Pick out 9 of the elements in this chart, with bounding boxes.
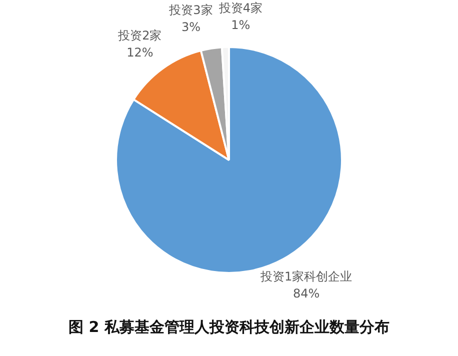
data-label: 3%: [181, 20, 201, 34]
slice-label: 投资3家: [168, 2, 213, 17]
data-label: 12%: [126, 45, 154, 60]
slice-label: 投资2家: [117, 28, 162, 42]
data-label: 84%: [292, 286, 320, 300]
text: 图 2 私募基金管理人投资科技创新企业数量分布: [68, 318, 390, 337]
data-label: 1%: [231, 18, 250, 32]
slice-label: 投资1家科创企业: [260, 269, 352, 284]
slice-label: 投资4家: [218, 1, 262, 16]
